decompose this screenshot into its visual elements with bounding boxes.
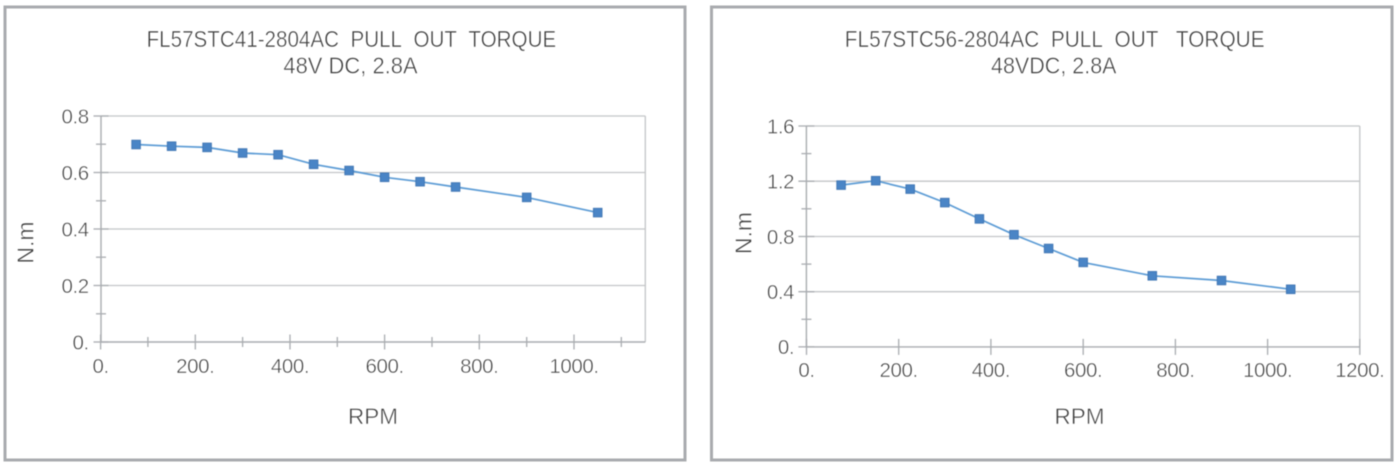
svg-text:0.6: 0.6 xyxy=(61,162,88,185)
svg-text:0.: 0. xyxy=(92,355,108,378)
svg-text:1.6: 1.6 xyxy=(767,115,794,138)
svg-text:800.: 800. xyxy=(460,355,498,378)
svg-text:200.: 200. xyxy=(176,355,214,378)
svg-text:1.2: 1.2 xyxy=(767,171,794,194)
svg-text:RPM: RPM xyxy=(1055,404,1105,429)
svg-text:400.: 400. xyxy=(972,359,1010,382)
svg-text:600.: 600. xyxy=(1064,359,1102,382)
svg-text:0.8: 0.8 xyxy=(767,226,794,249)
svg-text:0.2: 0.2 xyxy=(61,275,88,298)
svg-text:FL57STC56-2804AC PULL OUT: FL57STC56-2804AC PULL OUT TORQUE xyxy=(845,26,1265,52)
svg-text:N.m: N.m xyxy=(12,221,38,263)
svg-text:1200.: 1200. xyxy=(1335,359,1384,382)
svg-text:0.8: 0.8 xyxy=(61,105,88,128)
svg-text:48V DC, 2.8A: 48V DC, 2.8A xyxy=(283,52,418,78)
svg-text:48VDC, 2.8A: 48VDC, 2.8A xyxy=(991,52,1117,78)
svg-text:RPM: RPM xyxy=(348,404,398,429)
svg-text:FL57STC41-2804AC PULL OUT T: FL57STC41-2804AC PULL OUT TORQUE xyxy=(147,26,557,52)
svg-text:0.: 0. xyxy=(73,331,89,354)
svg-text:0.: 0. xyxy=(798,359,814,382)
svg-text:1000.: 1000. xyxy=(549,355,598,378)
svg-text:0.4: 0.4 xyxy=(61,218,88,241)
svg-text:400.: 400. xyxy=(271,355,309,378)
svg-text:200.: 200. xyxy=(880,359,918,382)
svg-text:800.: 800. xyxy=(1156,359,1194,382)
svg-text:0.: 0. xyxy=(778,336,794,359)
svg-text:600.: 600. xyxy=(365,355,403,378)
svg-text:1000.: 1000. xyxy=(1243,359,1292,382)
svg-text:0.4: 0.4 xyxy=(767,281,794,304)
svg-text:N.m: N.m xyxy=(731,212,757,254)
